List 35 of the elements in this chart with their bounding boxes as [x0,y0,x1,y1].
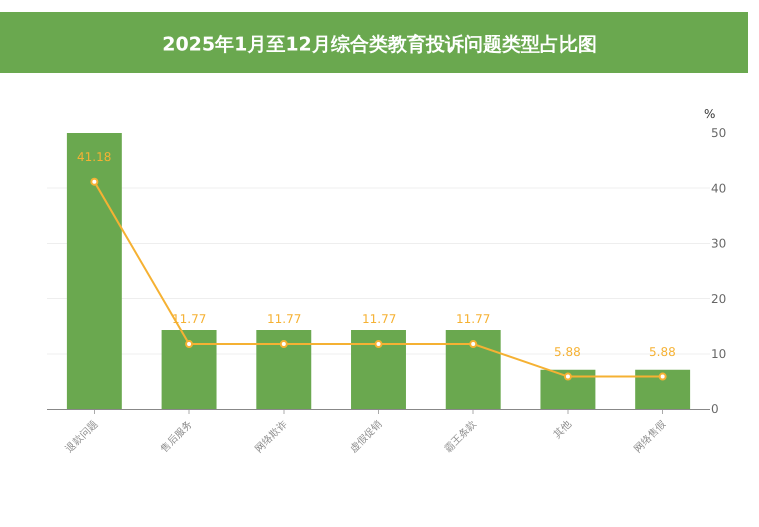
point [185,340,194,348]
point [658,372,667,381]
y-tick-label: 0 [711,402,719,416]
y-tick-label: 10 [711,347,726,361]
y-tick-label: 40 [711,181,726,196]
data-label: 11.77 [267,312,302,326]
point [564,372,572,381]
bar [635,370,690,409]
y-axis-title: % [704,107,716,121]
x-tick-label: 网络欺诈 [252,418,290,455]
x-tick-label: 霸王条款 [442,418,479,455]
chart-title: 2025年1月至12月综合类教育投诉问题类型占比图 [162,34,597,56]
bar [256,330,312,409]
y-tick-label: 20 [711,292,726,306]
bar [66,133,122,409]
data-label: 41.18 [77,150,112,164]
point [469,340,478,348]
point [280,340,288,348]
bar [351,330,406,409]
x-tick-label: 退款问题 [63,418,100,455]
point [374,340,382,348]
y-tick-label: 30 [711,236,726,251]
bar [162,330,217,409]
data-label: 5.88 [554,345,581,359]
data-label: 11.77 [362,312,396,326]
x-tick-label: 虚假促销 [347,418,384,455]
x-tick-label: 网络售假 [632,418,668,455]
bar [446,330,501,409]
data-label: 5.88 [649,345,676,359]
point [90,178,98,186]
y-tick-label: 50 [711,126,726,140]
x-tick-label: 其他 [550,418,574,441]
bar [540,370,596,409]
data-label: 11.77 [456,312,490,326]
x-tick-label: 售后服务 [158,418,195,455]
